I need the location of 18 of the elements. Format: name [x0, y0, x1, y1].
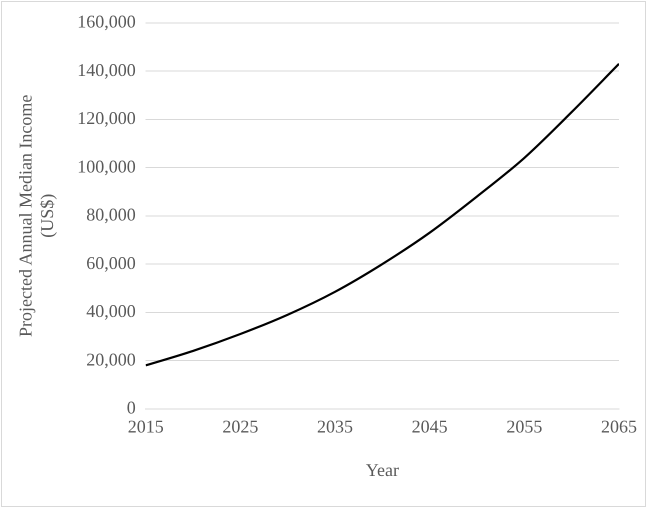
y-tick-label: 20,000: [86, 349, 136, 370]
x-tick-label: 2015: [128, 416, 164, 436]
x-tick-label: 2065: [601, 416, 637, 436]
y-tick-label: 120,000: [77, 108, 136, 128]
y-tick-label: 40,000: [86, 301, 136, 322]
x-axis-title: Year: [366, 460, 399, 480]
y-tick-label: 80,000: [86, 204, 136, 225]
y-tick-label: 100,000: [77, 156, 136, 176]
y-tick-label: 0: [126, 398, 136, 418]
x-tick-label: 2035: [317, 416, 354, 436]
x-tick-label: 2045: [412, 416, 448, 436]
y-axis-title: Projected Annual Median Income (US$): [16, 94, 58, 338]
y-tick-label: 160,000: [77, 12, 136, 32]
x-tick-label: 2055: [506, 416, 542, 436]
y-tick-label: 140,000: [77, 60, 136, 80]
y-tick-label: 60,000: [86, 252, 136, 273]
line-series: [146, 62, 619, 366]
x-tick-label: 2025: [222, 416, 258, 436]
